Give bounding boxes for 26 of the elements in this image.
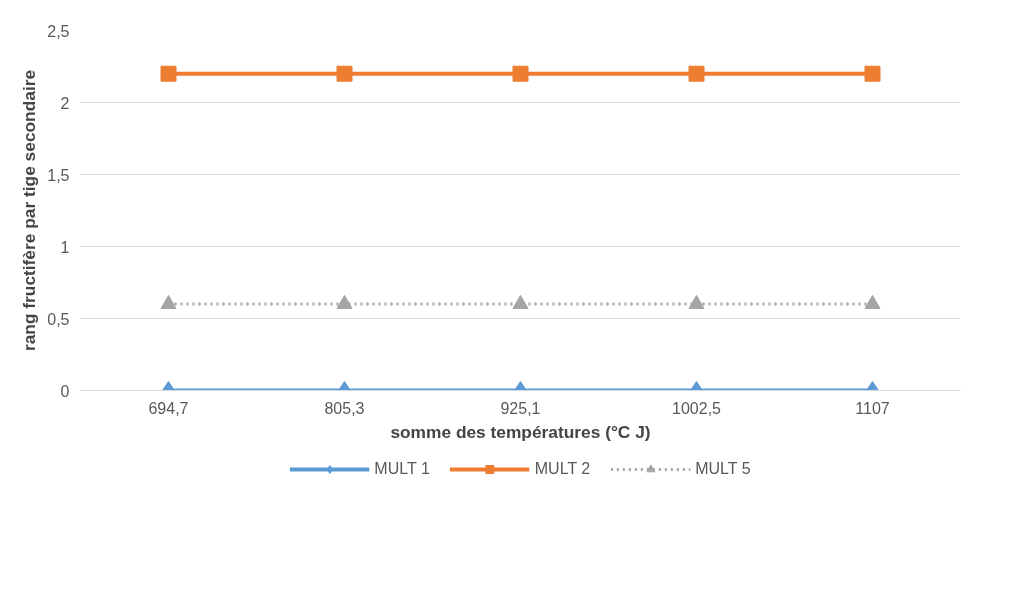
x-tick-label: 805,3 — [324, 399, 365, 417]
point — [864, 294, 881, 309]
x-tick-label: 1002,5 — [672, 399, 722, 417]
point — [512, 65, 529, 82]
point — [160, 65, 177, 82]
point — [688, 294, 705, 309]
y-tick-label: 1,5 — [47, 166, 70, 184]
point — [160, 294, 177, 309]
y-tick-label: 1 — [60, 238, 70, 256]
x-axis-title: somme des températures (°C J) — [390, 421, 651, 442]
y-axis-title: rang fructifère par tige secondaire — [19, 69, 40, 352]
point — [864, 65, 881, 82]
x-tick-label: 1107 — [855, 399, 890, 417]
legend-label: MULT 5 — [695, 460, 751, 478]
legend-label: MULT 1 — [374, 460, 430, 478]
point — [512, 294, 529, 309]
x-tick-label: 694,7 — [148, 399, 189, 417]
y-tick-label: 0,5 — [47, 310, 70, 328]
y-tick-label: 2,5 — [47, 22, 70, 40]
point — [336, 65, 353, 82]
y-tick-label: 0 — [60, 382, 70, 400]
point — [688, 65, 705, 82]
x-tick-label: 925,1 — [500, 399, 541, 417]
point — [336, 294, 353, 309]
y-tick-label: 2 — [60, 94, 70, 112]
legend-label: MULT 2 — [534, 460, 591, 478]
